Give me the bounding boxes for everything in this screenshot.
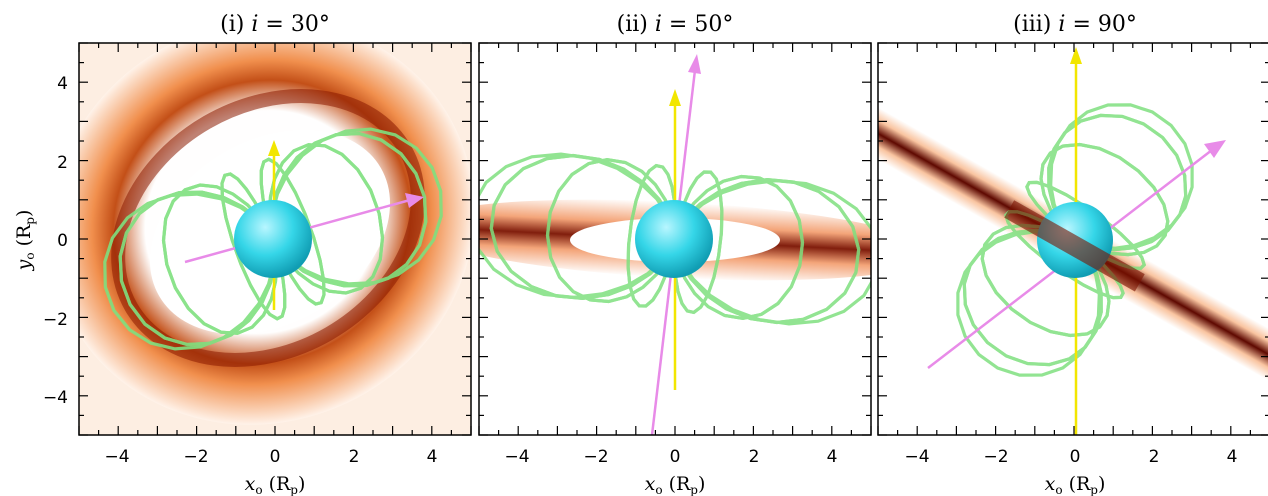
y-tick-label: −2 [43, 310, 68, 330]
panel-i-star [234, 200, 312, 278]
field-line [673, 179, 871, 326]
x-tick-labels-i: −4 −2 0 2 4 [104, 447, 437, 467]
y-tick-label: 0 [57, 231, 68, 251]
panel-ii-title: (ii) i = 50° [617, 12, 734, 37]
y-tick-label: 2 [57, 153, 68, 173]
field-line [673, 174, 805, 321]
panel-ii: (ii) i = 50° [478, 12, 872, 436]
x-tick-label: 2 [349, 447, 360, 467]
x-tick-label: 4 [427, 447, 438, 467]
x-tick-label: −4 [104, 447, 129, 467]
x-tick-label: 4 [827, 447, 838, 467]
panel-ii-rotation-axis-arrowhead [669, 89, 681, 106]
y-tick-label: −4 [43, 388, 68, 408]
y-tick-labels: 4 2 0 −2 −4 [43, 74, 68, 408]
x-tick-label: −4 [904, 447, 929, 467]
panel-i-magnetic-axis-arrowhead [405, 193, 424, 208]
panel-ii-field-lines [479, 152, 871, 326]
x-tick-labels-iii: −4 −2 0 2 4 [904, 447, 1237, 467]
x-tick-label: −4 [504, 447, 529, 467]
y-tick-label: 4 [57, 74, 68, 94]
x-tick-label: 4 [1227, 447, 1238, 467]
panel-iii-magnetic-axis-arrowhead [1204, 140, 1226, 158]
panel-iii-title: (iii) i = 90° [1013, 12, 1137, 37]
panel-iii-disk-foreground [1004, 200, 1145, 292]
field-line [118, 190, 277, 347]
x-tick-label: 0 [1070, 447, 1081, 467]
panel-iii-plot-area [878, 43, 1268, 435]
x-tick-label: 0 [670, 447, 681, 467]
panel-ii-plot-area [479, 43, 871, 435]
x-tick-label: 2 [1149, 447, 1160, 467]
field-line [103, 192, 277, 351]
x-axis-label-i: xo (Rp) [245, 473, 306, 496]
field-line [269, 127, 443, 286]
panel-ii-ticks [478, 42, 872, 436]
x-tick-label: −2 [583, 447, 608, 467]
panel-iii-rotation-axis-arrowhead [1070, 47, 1082, 64]
x-tick-label: −2 [983, 447, 1008, 467]
panel-i-plot-area [79, 43, 471, 435]
x-tick-label: 0 [270, 447, 281, 467]
panel-ii-star [635, 200, 713, 278]
y-axis-label: yo(Rp) [13, 210, 37, 272]
x-tick-labels-ii: −4 −2 0 2 4 [504, 447, 837, 467]
panel-i-ticks [78, 42, 472, 436]
field-line [545, 157, 677, 304]
x-axis-label-ii: xo (Rp) [645, 473, 706, 496]
x-tick-label: −2 [183, 447, 208, 467]
field-line [489, 153, 677, 301]
panel-i-rotation-axis-arrowhead [268, 140, 280, 156]
x-axis-label-iii: xo (Rp) [1045, 473, 1106, 496]
panel-i-title: (i) i = 30° [220, 12, 330, 37]
panel-ii-magnetic-axis-arrowhead [688, 54, 701, 74]
panel-iii: (iii) i = 90° [877, 12, 1268, 436]
panel-i: (i) i = 30° [78, 12, 472, 436]
field-line [1047, 113, 1188, 252]
field-line [479, 152, 677, 299]
field-line [269, 131, 428, 288]
field-line [267, 143, 385, 295]
field-line [673, 177, 861, 325]
field-line [1039, 142, 1170, 257]
x-tick-label: 2 [749, 447, 760, 467]
